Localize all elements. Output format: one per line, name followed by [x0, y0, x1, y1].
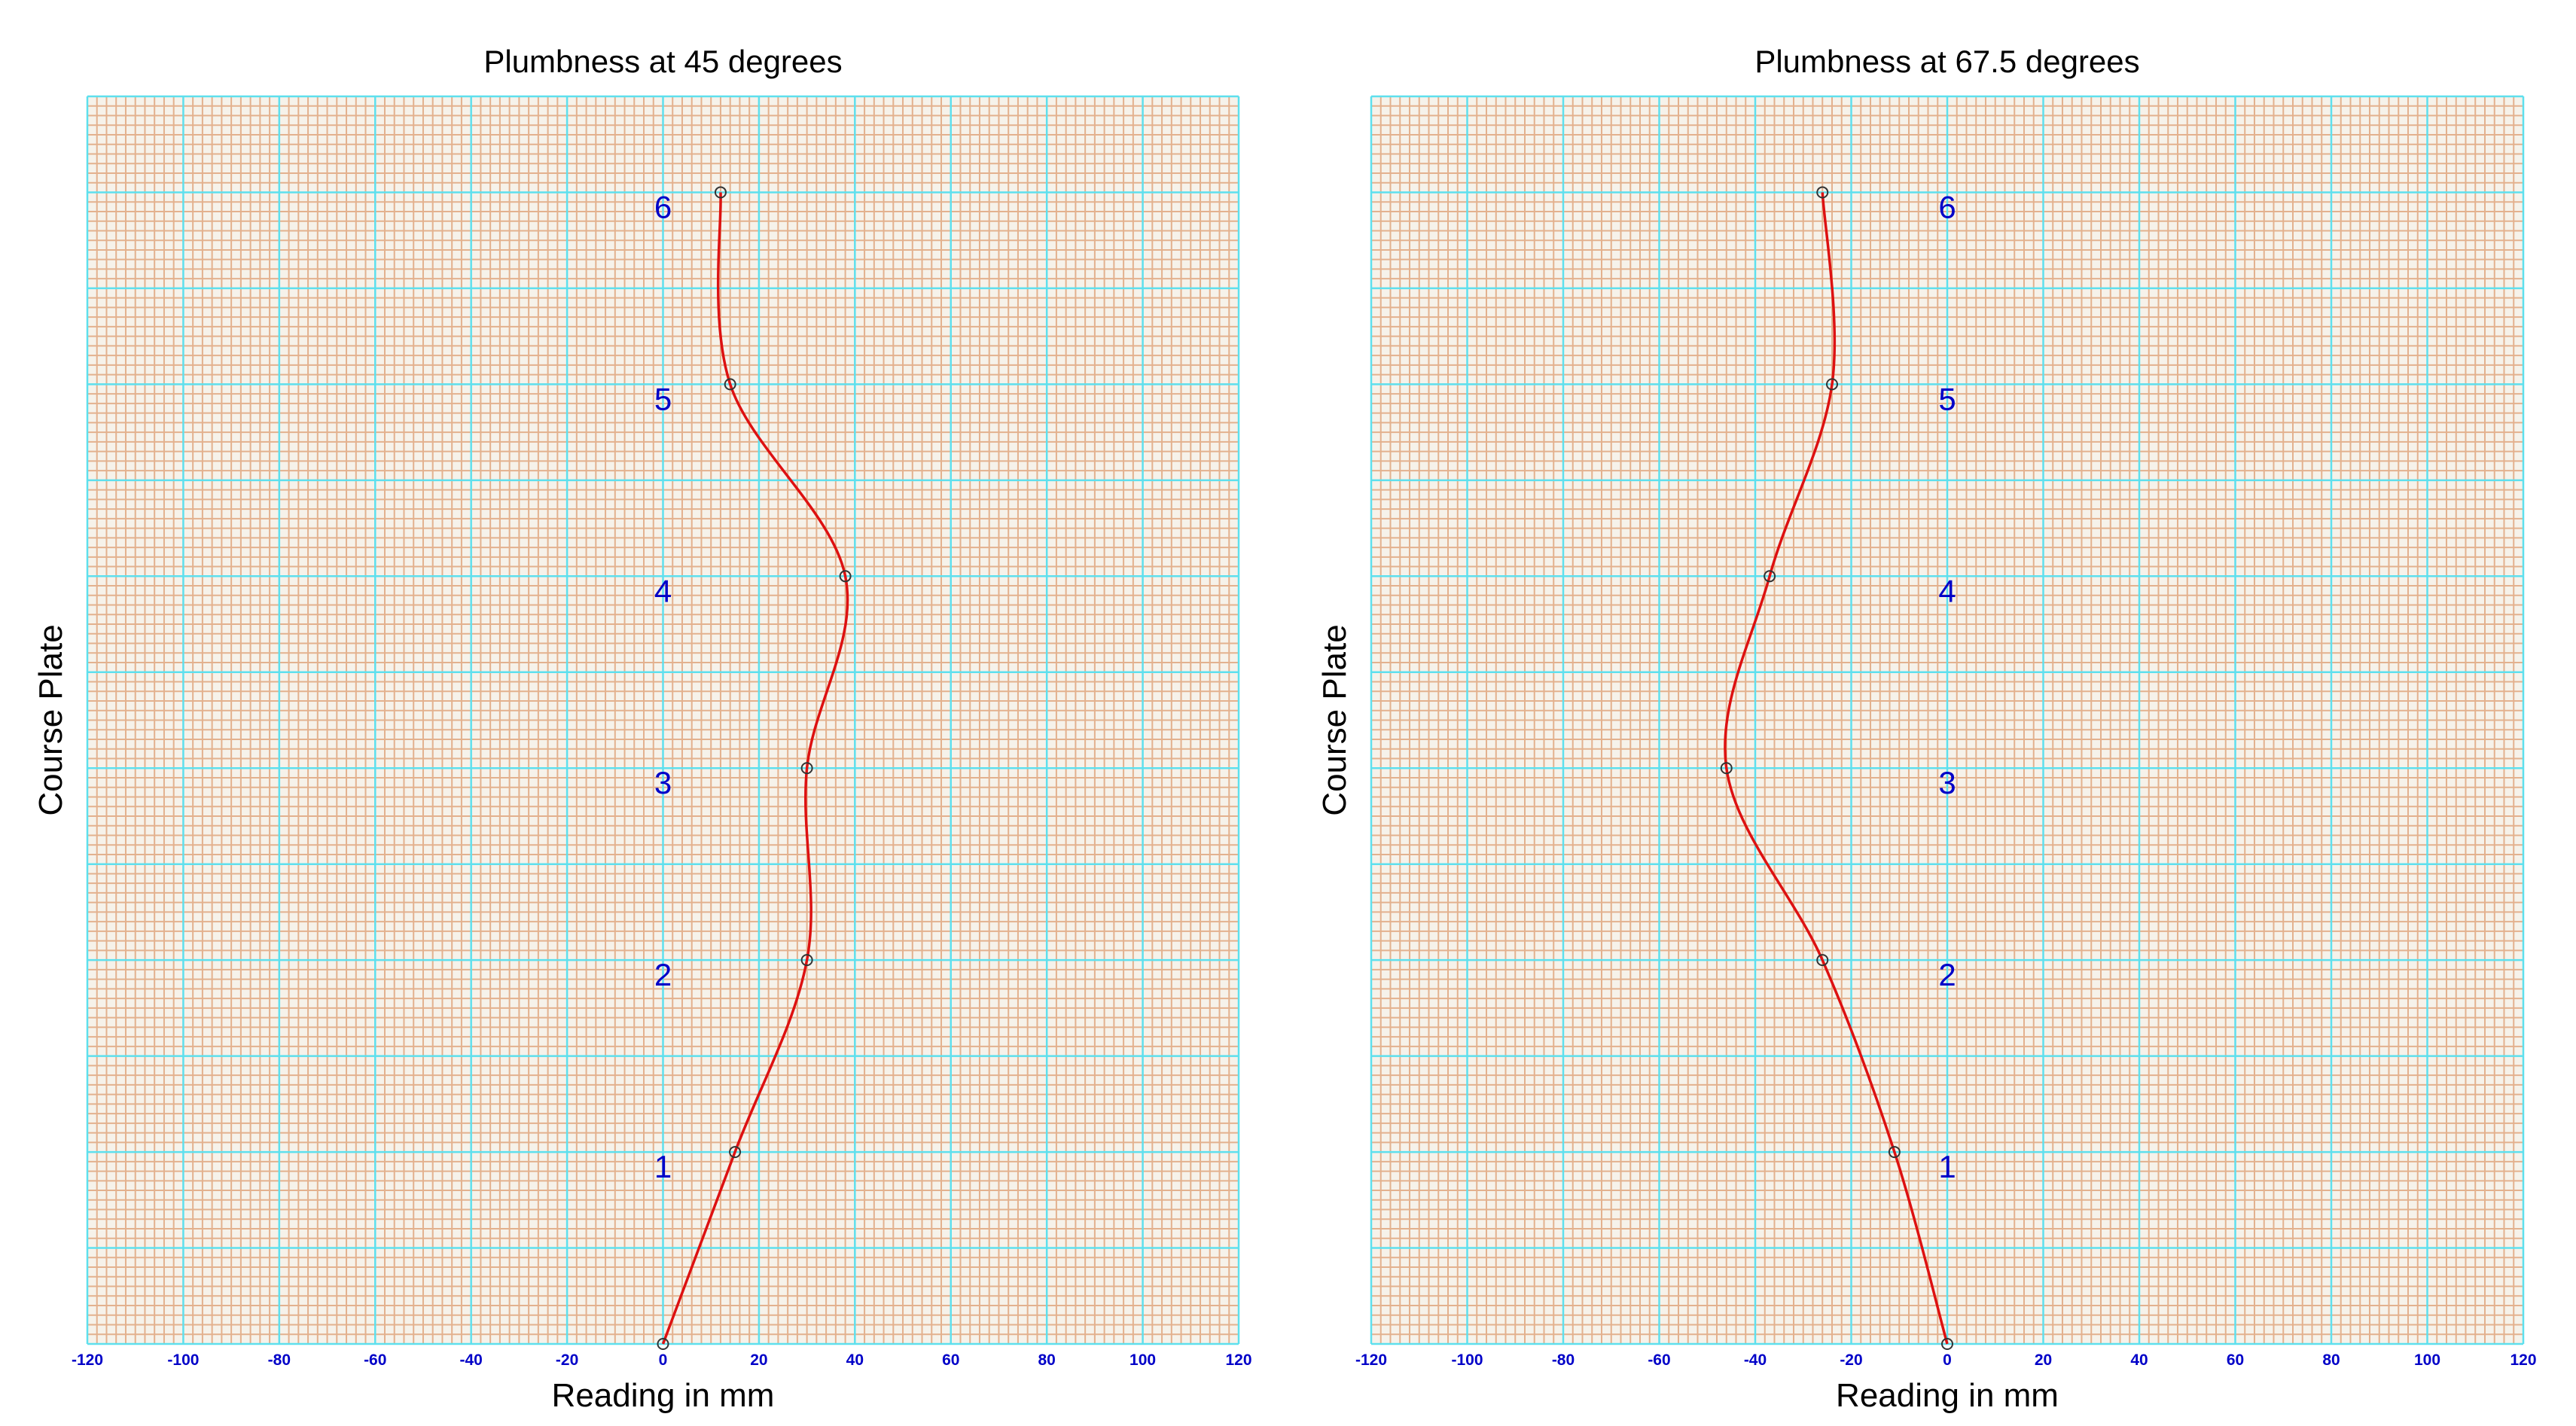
- chart-panel-1: Plumbness at 45 degrees -120 -100 -80 -60 -40…: [32, 44, 1252, 1414]
- x-tick-label: 40: [2130, 1351, 2148, 1369]
- course-plate-label: 3: [654, 765, 672, 800]
- course-plate-label: 6: [654, 189, 672, 224]
- x-tick-label: -100: [167, 1351, 199, 1369]
- data-point: [1764, 570, 1776, 583]
- x-tick-label: -60: [1648, 1351, 1670, 1369]
- data-point: [729, 1146, 742, 1159]
- chart-title: Plumbness at 45 degrees: [483, 44, 842, 79]
- x-tick-label: 80: [2322, 1351, 2340, 1369]
- x-tick-label: 60: [2227, 1351, 2244, 1369]
- data-point: [724, 378, 736, 391]
- course-plate-label: 5: [654, 381, 672, 416]
- x-tick-label: -120: [72, 1351, 103, 1369]
- data-point: [1816, 954, 1829, 967]
- x-tick-label: 60: [942, 1351, 959, 1369]
- y-axis-label: Course Plate: [32, 624, 69, 815]
- x-tick-label: 20: [2035, 1351, 2052, 1369]
- course-plate-label: 6: [1938, 189, 1956, 224]
- course-plate-label: 3: [1938, 765, 1956, 800]
- course-plate-label: 2: [1938, 957, 1956, 992]
- plumbness-curve: [661, 192, 849, 1345]
- x-tick-label: 20: [750, 1351, 767, 1369]
- course-plate-label: 4: [654, 573, 672, 608]
- x-tick-label: -80: [1552, 1351, 1575, 1369]
- x-axis-label: Reading in mm: [552, 1377, 775, 1414]
- x-tick-label: -20: [1840, 1351, 1862, 1369]
- x-tick-label: 120: [1225, 1351, 1251, 1369]
- data-point: [800, 954, 813, 967]
- x-tick-label: 0: [1943, 1351, 1952, 1369]
- major-grid: [1370, 95, 2525, 1345]
- x-tick-label: 120: [2510, 1351, 2536, 1369]
- x-tick-label: -20: [556, 1351, 578, 1369]
- data-point: [1888, 1146, 1901, 1159]
- course-plate-label: 2: [654, 957, 672, 992]
- major-grid: [86, 95, 1240, 1345]
- course-plate-label: 4: [1938, 573, 1956, 608]
- x-tick-label: 100: [1129, 1351, 1156, 1369]
- x-tick-label: -100: [1451, 1351, 1483, 1369]
- data-point: [1941, 1338, 1953, 1350]
- x-tick-label: 100: [2414, 1351, 2440, 1369]
- plumbness-curve: [1724, 192, 1949, 1345]
- data-point: [1826, 378, 1838, 391]
- x-tick-label: -120: [1355, 1351, 1387, 1369]
- course-plate-label: 5: [1938, 381, 1956, 416]
- course-plate-label: 1: [654, 1149, 672, 1184]
- chart-panel-2: Plumbness at 67.5 degrees -120 -100 -80 -60 -…: [1316, 44, 2537, 1414]
- x-tick-label: 40: [846, 1351, 864, 1369]
- data-point: [714, 186, 727, 199]
- y-axis-label: Course Plate: [1316, 624, 1353, 815]
- x-tick-label: -80: [268, 1351, 291, 1369]
- data-point: [1816, 186, 1829, 199]
- x-tick-label: -40: [459, 1351, 482, 1369]
- x-axis-label: Reading in mm: [1836, 1377, 2059, 1414]
- course-plate-label: 1: [1938, 1149, 1956, 1184]
- chart-title: Plumbness at 67.5 degrees: [1754, 44, 2139, 79]
- x-tick-label: -60: [364, 1351, 386, 1369]
- data-point: [800, 762, 813, 775]
- data-point: [839, 570, 852, 583]
- data-point: [657, 1338, 669, 1350]
- x-tick-label: -40: [1744, 1351, 1767, 1369]
- data-point: [1720, 762, 1733, 775]
- x-tick-label: 80: [1038, 1351, 1055, 1369]
- x-tick-label: 0: [659, 1351, 668, 1369]
